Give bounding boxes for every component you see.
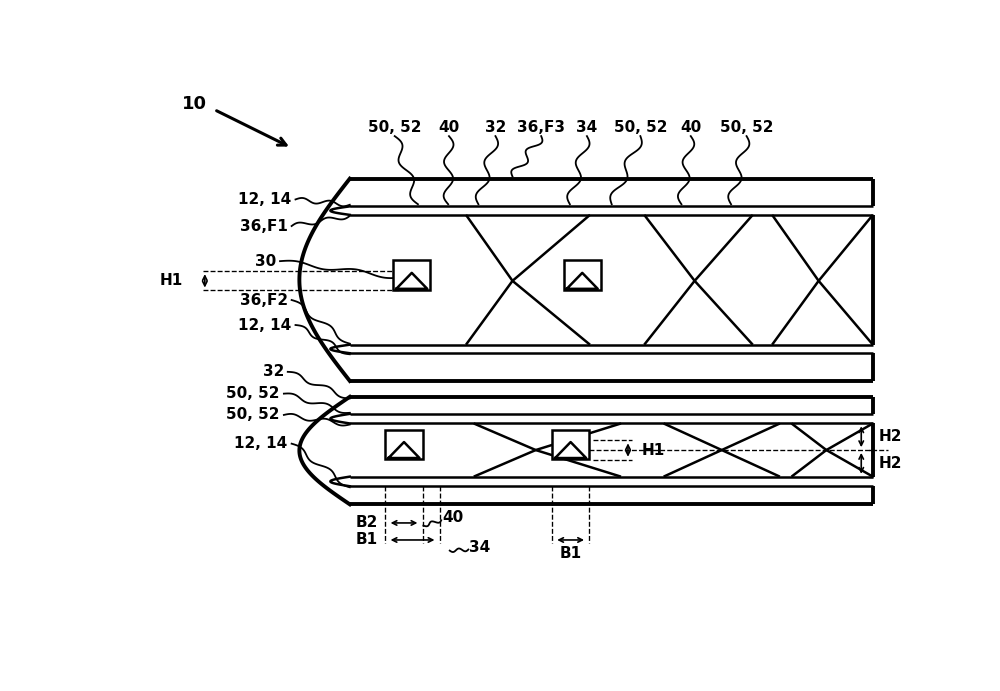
Text: 34: 34: [576, 120, 598, 135]
Text: 12, 14: 12, 14: [238, 192, 292, 207]
Text: H1: H1: [641, 442, 664, 457]
Text: 32: 32: [262, 364, 284, 379]
Text: 32: 32: [485, 120, 506, 135]
Text: 30: 30: [255, 254, 276, 269]
Text: 12, 14: 12, 14: [234, 436, 288, 451]
Text: B1: B1: [560, 547, 582, 561]
Text: 40: 40: [438, 120, 460, 135]
Polygon shape: [388, 442, 420, 458]
Text: 50, 52: 50, 52: [226, 408, 280, 422]
Text: B1: B1: [356, 533, 378, 547]
Bar: [385, 430, 423, 459]
Text: H2: H2: [878, 429, 902, 444]
Text: 12, 14: 12, 14: [238, 317, 292, 332]
Polygon shape: [567, 273, 598, 289]
Text: H2: H2: [878, 456, 902, 471]
Text: H1: H1: [160, 274, 183, 288]
Bar: [552, 430, 589, 459]
Text: 10: 10: [182, 95, 207, 113]
Text: 36,F3: 36,F3: [517, 120, 565, 135]
Text: 50, 52: 50, 52: [614, 120, 667, 135]
Polygon shape: [555, 442, 586, 458]
Text: 50, 52: 50, 52: [226, 386, 280, 401]
Text: 50, 52: 50, 52: [720, 120, 773, 135]
Text: 36,F2: 36,F2: [240, 292, 288, 307]
Bar: [564, 261, 601, 290]
Bar: [393, 261, 430, 290]
Text: B2: B2: [355, 515, 378, 531]
Text: 50, 52: 50, 52: [368, 120, 421, 135]
Polygon shape: [396, 273, 427, 289]
Text: 34: 34: [469, 540, 490, 556]
Text: 40: 40: [442, 510, 463, 525]
Text: 40: 40: [680, 120, 701, 135]
Text: 36,F1: 36,F1: [240, 218, 288, 234]
